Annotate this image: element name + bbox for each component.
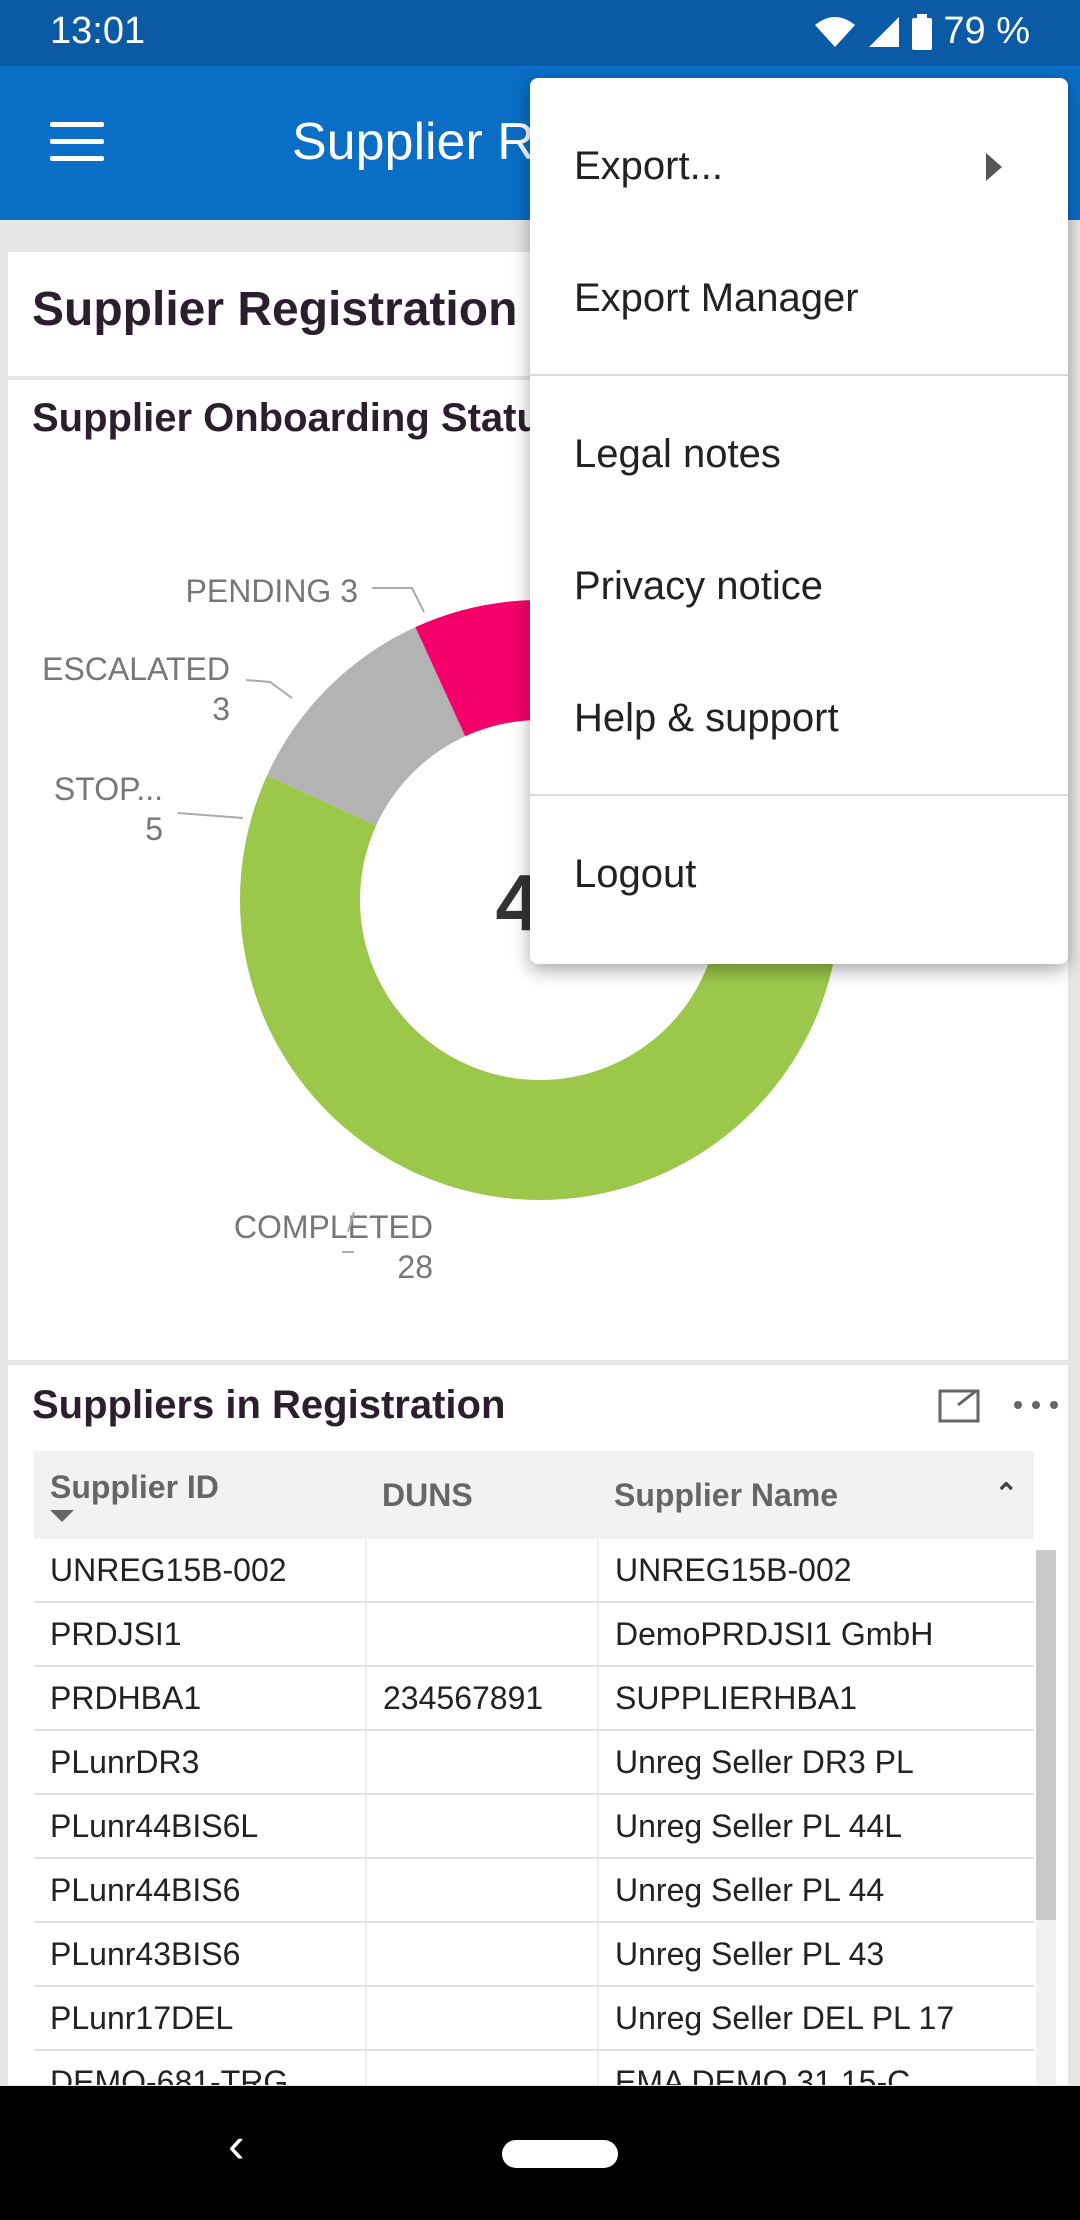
menu-divider — [530, 374, 1068, 376]
cell-supplier-id: PLunr44BIS6L — [34, 1794, 366, 1859]
menu-item-logout[interactable]: Logout — [574, 852, 697, 896]
cell-duns — [365, 1730, 599, 1795]
cell-supplier-name: Unreg Seller PL 44L — [598, 1794, 1034, 1859]
suppliers-table: Supplier ID DUNS Supplier Name ⌃ UNREG15… — [34, 1451, 1034, 2085]
cell-supplier-name: DemoPRDJSI1 GmbH — [598, 1602, 1034, 1667]
menu-item-export-manager[interactable]: Export Manager — [574, 276, 859, 320]
column-header-supplier-name[interactable]: Supplier Name ⌃ — [598, 1451, 1034, 1539]
column-header-duns[interactable]: DUNS — [366, 1451, 598, 1539]
donut-slice-escalated[interactable] — [415, 600, 540, 737]
donut-leader-line — [245, 679, 293, 699]
table-row[interactable]: UNREG15B-002 UNREG15B-002 — [34, 1539, 1034, 1603]
menu-item-help-support[interactable]: Help & support — [574, 696, 839, 740]
donut-label-value: 28 — [397, 1249, 433, 1285]
table-card: Suppliers in Registration Supplier ID DU… — [8, 1365, 1068, 2085]
table-header-row: Supplier ID DUNS Supplier Name ⌃ — [34, 1451, 1034, 1539]
cell-duns — [365, 1602, 599, 1667]
submenu-arrow-icon — [986, 153, 1002, 181]
donut-label-value: 5 — [145, 811, 163, 847]
cell-duns — [365, 1539, 599, 1603]
cell-duns — [365, 1858, 599, 1923]
cell-duns — [365, 1922, 599, 1987]
donut-label-name: COMPLETED — [234, 1209, 433, 1245]
donut-leader-line — [342, 1211, 355, 1253]
donut-slice-stopped[interactable] — [267, 627, 466, 826]
battery-percent: 79 % — [943, 10, 1030, 52]
menu-item-export[interactable]: Export... — [574, 144, 723, 188]
cell-supplier-id: PRDJSI1 — [34, 1602, 366, 1667]
cell-supplier-id: PRDHBA1 — [34, 1666, 366, 1731]
cell-supplier-id: PLunr43BIS6 — [34, 1922, 366, 1987]
donut-label-value: 3 — [212, 691, 230, 727]
menu-item-legal-notes[interactable]: Legal notes — [574, 432, 781, 476]
more-options-icon[interactable] — [1012, 1399, 1060, 1411]
navigation-bar: ‹ — [0, 2086, 1080, 2220]
expand-icon[interactable] — [938, 1387, 982, 1423]
sort-descending-icon — [50, 1509, 74, 1522]
table-scroll-thumb[interactable] — [1036, 1550, 1056, 1920]
cell-duns — [365, 1986, 599, 2051]
cell-supplier-name: SUPPLIERHBA1 — [598, 1666, 1034, 1731]
back-icon[interactable]: ‹ — [228, 2117, 245, 2173]
cell-supplier-name: EMA DEMO 31 15-C — [598, 2050, 1034, 2085]
table-row[interactable]: PLunr17DEL Unreg Seller DEL PL 17 — [34, 1986, 1034, 2051]
chevron-up-icon[interactable]: ⌃ — [994, 1477, 1018, 1509]
wifi-icon — [815, 16, 856, 47]
cell-supplier-id: PLunr44BIS6 — [34, 1858, 366, 1923]
cell-supplier-name: UNREG15B-002 — [598, 1539, 1034, 1603]
table-row[interactable]: PRDHBA1 234567891 SUPPLIERHBA1 — [34, 1666, 1034, 1731]
menu-divider — [530, 794, 1068, 796]
cell-supplier-id: PLunr17DEL — [34, 1986, 366, 2051]
status-time: 13:01 — [50, 10, 146, 52]
status-bar: 13:01 79 % — [0, 0, 1080, 66]
donut-leader-line — [372, 587, 425, 613]
home-pill-icon[interactable] — [502, 2140, 618, 2168]
donut-label-name: ESCALATED — [42, 651, 230, 687]
cell-supplier-id: DEMO-681-TRG — [34, 2050, 366, 2085]
menu-icon[interactable] — [50, 122, 104, 162]
cell-supplier-name: Unreg Seller PL 44 — [598, 1858, 1034, 1923]
battery-icon — [912, 13, 933, 50]
page-title: Supplier Registration — [32, 283, 518, 336]
cell-duns: 234567891 — [365, 1666, 599, 1731]
table-row[interactable]: PRDJSI1 DemoPRDJSI1 GmbH — [34, 1602, 1034, 1667]
cell-supplier-name: Unreg Seller DR3 PL — [598, 1730, 1034, 1795]
table-row[interactable]: PLunr44BIS6 Unreg Seller PL 44 — [34, 1858, 1034, 1923]
cell-duns — [365, 2050, 599, 2085]
overflow-menu: Export... Export Manager Legal notes Pri… — [530, 78, 1068, 964]
menu-item-privacy-notice[interactable]: Privacy notice — [574, 564, 823, 608]
cell-supplier-id: PLunrDR3 — [34, 1730, 366, 1795]
donut-slice-completed[interactable] — [240, 775, 840, 1200]
cell-supplier-id: UNREG15B-002 — [34, 1539, 366, 1603]
cell-supplier-name: Unreg Seller DEL PL 17 — [598, 1986, 1034, 2051]
table-title: Suppliers in Registration — [32, 1383, 506, 1427]
column-header-supplier-id[interactable]: Supplier ID — [34, 1451, 366, 1539]
table-row[interactable]: DEMO-681-TRG EMA DEMO 31 15-C — [34, 2050, 1034, 2085]
donut-label-name: STOP... — [54, 771, 163, 807]
table-row[interactable]: PLunr43BIS6 Unreg Seller PL 43 — [34, 1922, 1034, 1987]
donut-leader-line — [177, 812, 244, 819]
table-row[interactable]: PLunrDR3 Unreg Seller DR3 PL — [34, 1730, 1034, 1795]
donut-label: PENDING 3 — [186, 573, 358, 609]
table-toolbar — [938, 1387, 1060, 1423]
cell-duns — [365, 1794, 599, 1859]
table-row[interactable]: PLunr44BIS6L Unreg Seller PL 44L — [34, 1794, 1034, 1859]
signal-icon — [869, 16, 900, 47]
chart-title: Supplier Onboarding Status — [32, 396, 564, 440]
status-indicators: 79 % — [813, 10, 1030, 53]
cell-supplier-name: Unreg Seller PL 43 — [598, 1922, 1034, 1987]
